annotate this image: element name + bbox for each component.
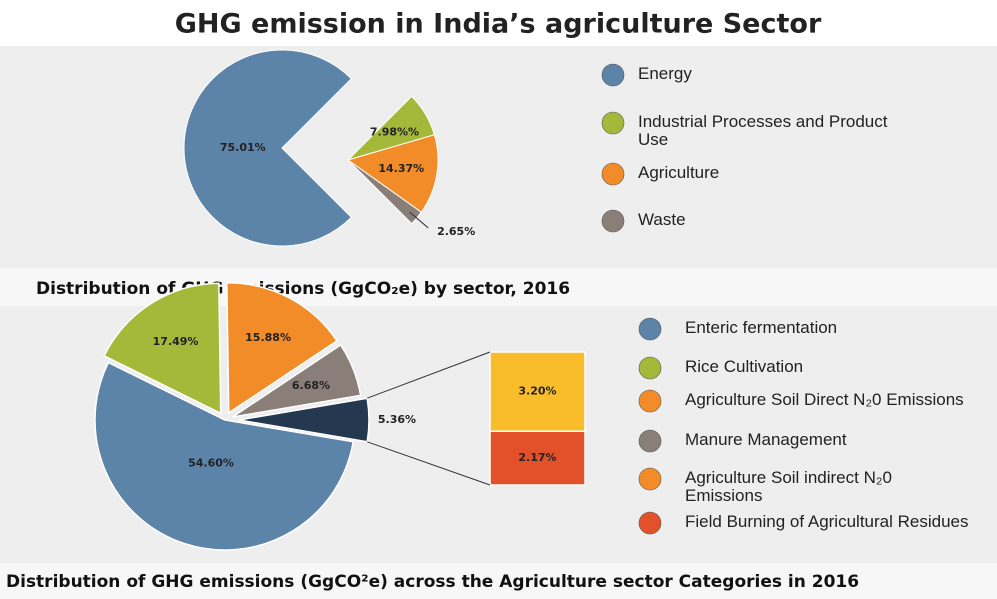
legend-marker <box>601 63 625 87</box>
legend-label: Enteric fermentation <box>685 318 838 337</box>
legend-label: Energy <box>638 64 692 83</box>
legend-label: Industrial Processes and Product Use <box>638 112 888 149</box>
bar-segment <box>489 430 586 486</box>
legend-marker <box>638 389 662 413</box>
caption: Distribution of GHG emissions (GgCO₂e) b… <box>36 279 570 299</box>
legend-label: Rice Cultivation <box>685 357 804 376</box>
data-label: 54.60% <box>188 456 234 469</box>
legend-marker <box>601 209 625 233</box>
leader-line <box>409 211 429 229</box>
caption-band <box>0 563 997 599</box>
legend-marker <box>638 467 662 491</box>
data-label: 75.01% <box>220 141 266 154</box>
legend-marker <box>638 511 662 535</box>
legend-label: Agriculture Soil Direct N₂0 Emissions <box>685 390 964 409</box>
legend-marker <box>638 429 662 453</box>
pie-slice <box>346 134 439 213</box>
legend-label: Agriculture <box>638 163 720 182</box>
legend-marker <box>638 356 662 380</box>
title-band <box>0 0 997 46</box>
data-label: 15.88% <box>245 331 291 344</box>
data-label: 7.98%% <box>370 125 419 138</box>
legend-marker <box>638 317 662 341</box>
connector <box>366 441 491 486</box>
legend-marker <box>601 162 625 186</box>
bar-segment <box>489 351 586 433</box>
legend-marker <box>601 111 625 135</box>
data-label: 2.17% <box>518 451 556 464</box>
connector <box>366 351 491 399</box>
data-label: 2.65% <box>437 225 475 238</box>
data-label: 3.20% <box>518 385 556 398</box>
legend-label: Agriculture Soil indirect N₂0 Emissions <box>685 468 892 505</box>
legend-label: Field Burning of Agricultural Residues <box>685 512 969 531</box>
data-label: 14.37% <box>378 162 424 175</box>
title: GHG emission in India’s agriculture Sect… <box>175 9 822 40</box>
pie-slice <box>183 49 353 247</box>
pie-slice <box>238 397 370 443</box>
legend-label: Manure Management <box>685 430 847 449</box>
data-label: 5.36% <box>378 413 416 426</box>
pie-slice <box>103 282 222 415</box>
data-label: 17.49% <box>153 335 199 348</box>
pie-slice <box>232 343 362 418</box>
legend-label: Waste <box>638 210 686 229</box>
data-label: 6.68% <box>292 379 330 392</box>
pie-slice <box>94 361 355 551</box>
pie-slice <box>226 282 338 415</box>
caption: Distribution of GHG emissions (GgCO²e) a… <box>6 572 859 592</box>
